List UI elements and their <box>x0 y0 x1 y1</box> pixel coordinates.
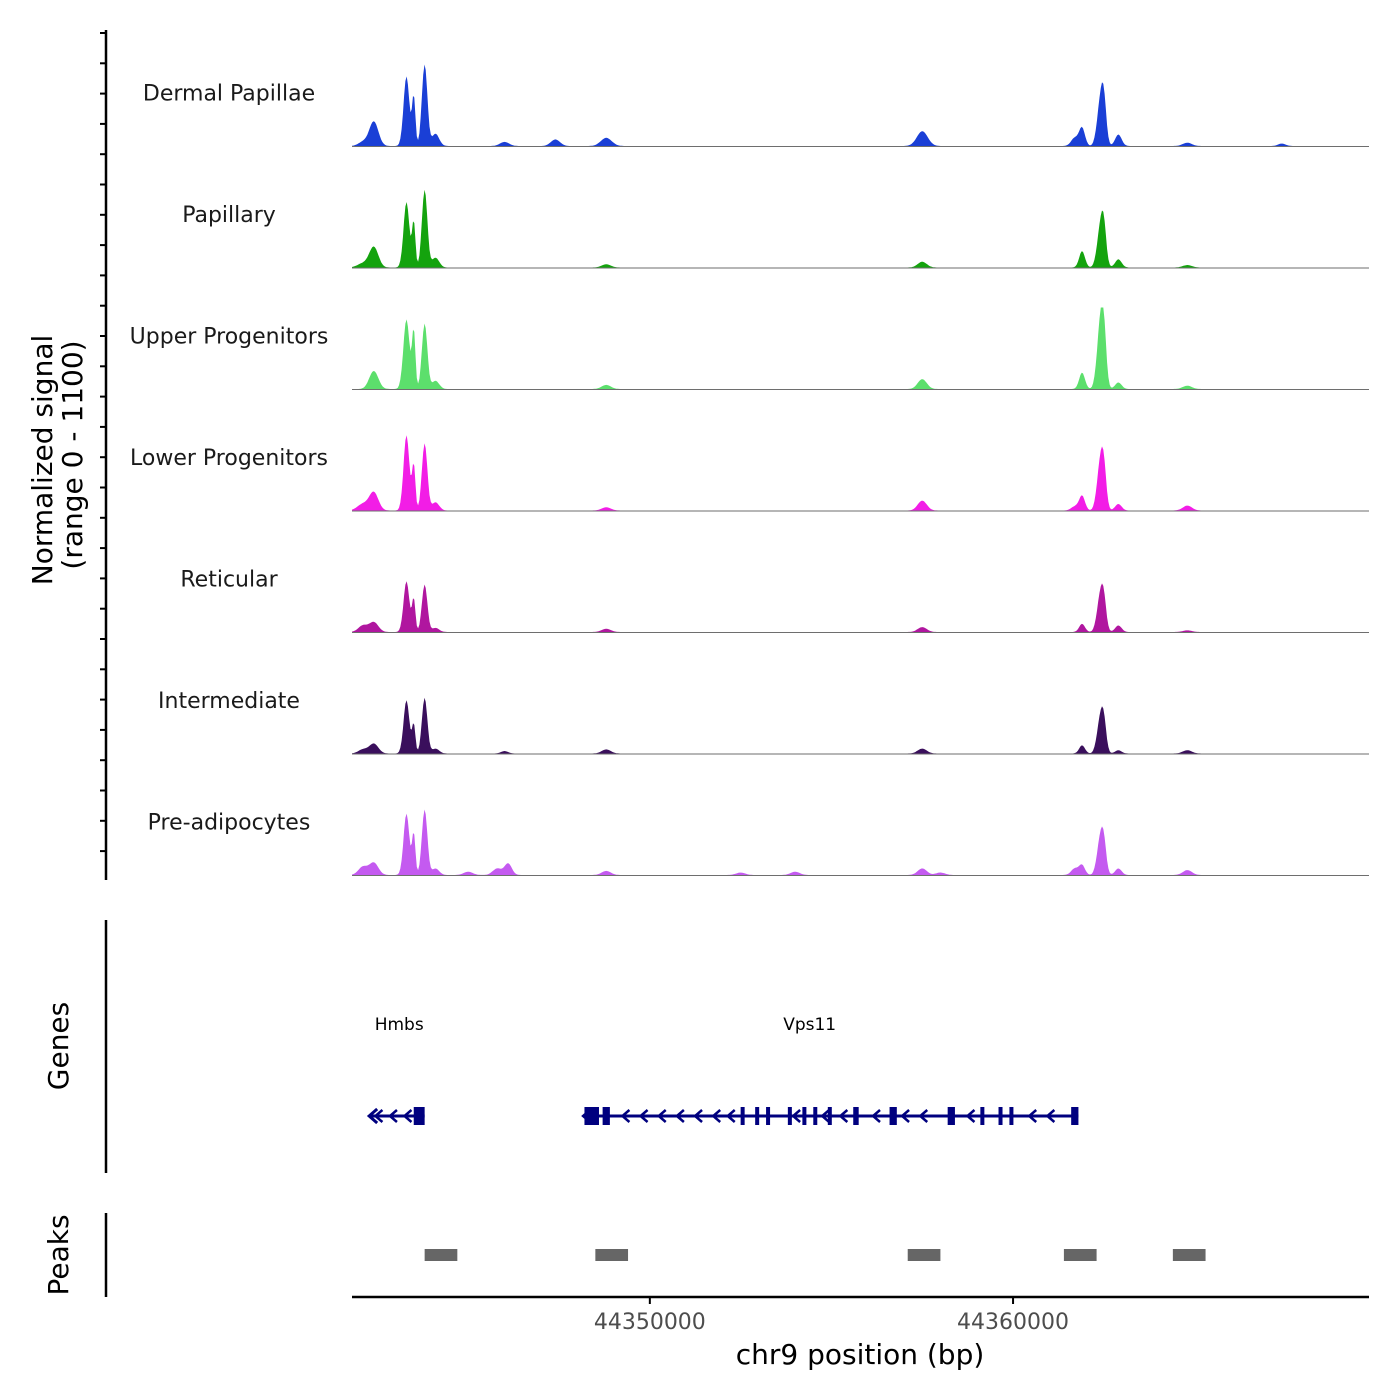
strand-arrow <box>693 1109 703 1123</box>
signal-area <box>352 64 1369 147</box>
gene-vps11: Vps11 <box>581 1015 1079 1125</box>
gene-exon <box>602 1107 610 1125</box>
gene-exon <box>766 1107 771 1125</box>
strand-arrow <box>820 1109 830 1123</box>
track-reticular: Reticular <box>180 568 1369 633</box>
track-lower-progenitors: Lower Progenitors <box>130 435 1369 512</box>
gene-exon <box>998 1107 1003 1125</box>
signal-area <box>352 697 1369 754</box>
gene-exon <box>417 1107 422 1125</box>
peak-region <box>1172 1249 1206 1261</box>
track-label: Papillary <box>182 203 276 228</box>
strand-arrow <box>791 1109 801 1123</box>
signal-ylabel-line2: (range 0 - 1100) <box>56 340 89 569</box>
gene-track: Hmbs Vps11 <box>366 1015 1079 1125</box>
signal-area <box>352 307 1369 390</box>
x-tick-label: 44360000 <box>957 1310 1069 1335</box>
strand-arrow <box>838 1109 849 1123</box>
strand-arrow <box>900 1109 910 1123</box>
x-tick-label: 44350000 <box>594 1310 706 1335</box>
gene-exon <box>947 1107 955 1125</box>
peak-regions <box>424 1249 1206 1261</box>
peak-region <box>424 1249 458 1261</box>
track-label: Pre-adipocytes <box>148 811 311 836</box>
peak-region <box>907 1249 941 1261</box>
strand-arrow <box>638 1109 649 1123</box>
strand-arrow <box>674 1109 685 1123</box>
gene-label: Hmbs <box>375 1015 424 1035</box>
gene-exon <box>740 1107 745 1125</box>
gene-exon <box>813 1107 818 1125</box>
signal-area <box>352 809 1369 876</box>
gene-label: Vps11 <box>783 1015 836 1035</box>
signal-area <box>352 581 1369 633</box>
signal-tracks: Dermal Papillae Papillary Upper Progenitor… <box>130 64 1369 876</box>
track-upper-progenitors: Upper Progenitors <box>130 307 1369 390</box>
strand-arrow <box>402 1109 413 1123</box>
signal-axis <box>100 30 108 880</box>
strand-arrow <box>1027 1109 1038 1123</box>
x-axis-ticks: 44350000 44360000 <box>594 1297 1069 1335</box>
gene-exon <box>889 1107 897 1125</box>
track-intermediate: Intermediate <box>158 689 1369 755</box>
strand-arrow <box>388 1109 398 1123</box>
gene-exon <box>1009 1107 1014 1125</box>
gene-exon <box>755 1107 760 1125</box>
track-dermal-papillae: Dermal Papillae <box>143 64 1369 147</box>
track-label: Dermal Papillae <box>143 82 315 107</box>
peak-region <box>595 1249 629 1261</box>
strand-arrow <box>373 1109 384 1123</box>
signal-ylabel-line1: Normalized signal <box>26 335 59 586</box>
track-label: Intermediate <box>158 689 300 714</box>
gene-exon <box>1071 1107 1079 1125</box>
gene-exon <box>827 1107 832 1125</box>
track-papillary: Papillary <box>182 189 1369 269</box>
strand-arrow <box>725 1109 736 1123</box>
signal-area <box>352 435 1369 511</box>
strand-arrow <box>965 1109 976 1123</box>
track-pre-adipocytes: Pre-adipocytes <box>148 809 1369 876</box>
peaks-label: Peaks <box>42 1214 75 1295</box>
gene-exon <box>802 1107 807 1125</box>
gene-start-arrow <box>581 1107 593 1125</box>
strand-arrow <box>656 1109 667 1123</box>
gene-exon <box>853 1107 859 1125</box>
gene-exon <box>980 1107 985 1125</box>
signal-area <box>352 189 1369 268</box>
strand-arrow <box>918 1109 929 1123</box>
genes-label: Genes <box>42 1002 75 1090</box>
strand-arrow <box>1045 1109 1056 1123</box>
peak-region <box>1063 1249 1097 1261</box>
gene-hmbs: Hmbs <box>366 1015 425 1125</box>
strand-arrow <box>871 1109 881 1123</box>
strand-arrow <box>620 1109 631 1123</box>
strand-arrow <box>711 1109 722 1123</box>
track-label: Reticular <box>180 568 278 593</box>
gene-start-arrow <box>366 1107 379 1125</box>
x-axis-title: chr9 position (bp) <box>736 1338 985 1371</box>
gene-exon <box>787 1107 792 1125</box>
track-label: Upper Progenitors <box>130 325 329 350</box>
track-label: Lower Progenitors <box>130 446 328 471</box>
